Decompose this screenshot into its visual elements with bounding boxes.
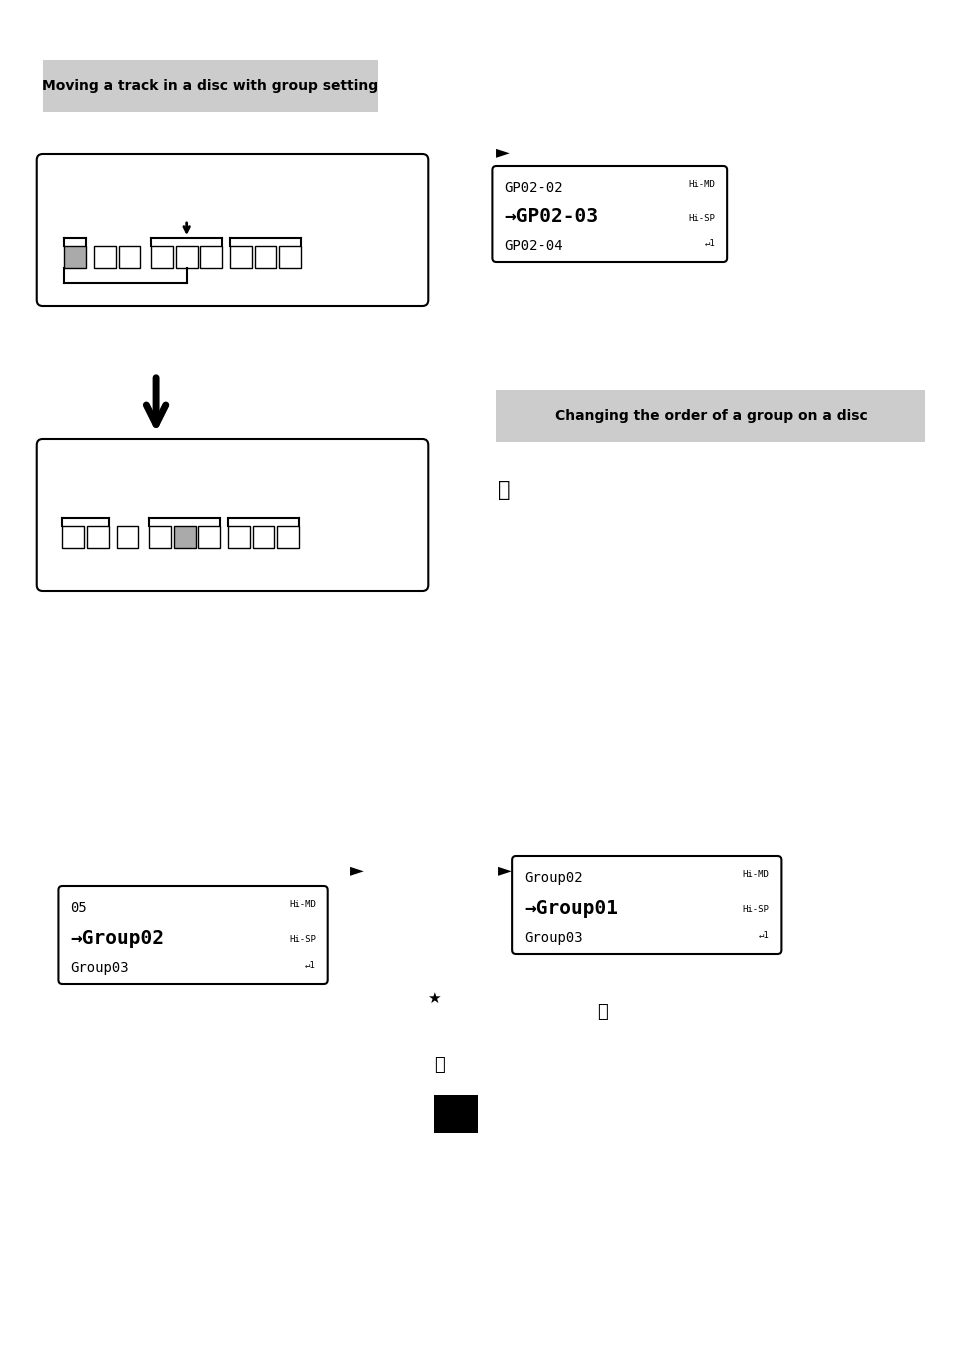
Bar	[151, 246, 172, 267]
Bar	[200, 246, 222, 267]
Text: 📁: 📁	[497, 480, 510, 499]
Text: ►: ►	[350, 860, 364, 879]
Text: 05: 05	[71, 901, 87, 915]
Bar	[253, 527, 274, 548]
Bar	[87, 527, 109, 548]
Text: ★: ★	[427, 991, 440, 1006]
Text: ↵1: ↵1	[758, 931, 769, 940]
Bar	[279, 246, 301, 267]
Text: Group02: Group02	[523, 871, 582, 885]
Bar	[434, 1095, 477, 1133]
FancyBboxPatch shape	[37, 440, 428, 592]
Bar	[254, 246, 276, 267]
Text: Hi-SP: Hi-SP	[741, 905, 769, 913]
Text: ⏮: ⏮	[434, 1056, 444, 1073]
Text: →GP02-03: →GP02-03	[504, 208, 598, 227]
Text: Changing the order of a group on a disc: Changing the order of a group on a disc	[554, 408, 866, 423]
Bar	[64, 246, 86, 267]
Text: GP02-02: GP02-02	[504, 180, 562, 194]
Text: Group03: Group03	[523, 931, 582, 944]
FancyBboxPatch shape	[496, 389, 924, 442]
Bar	[175, 246, 197, 267]
Text: ►: ►	[497, 860, 512, 879]
Text: Hi-MD: Hi-MD	[688, 180, 715, 189]
Bar	[149, 527, 171, 548]
Text: ⏭: ⏭	[597, 1003, 607, 1020]
Bar	[228, 527, 250, 548]
Bar	[173, 527, 195, 548]
Bar	[116, 527, 138, 548]
Text: ↵1: ↵1	[305, 961, 315, 970]
FancyBboxPatch shape	[58, 886, 327, 984]
FancyBboxPatch shape	[492, 166, 726, 262]
Text: GP02-04: GP02-04	[504, 239, 562, 254]
Bar	[118, 246, 140, 267]
FancyBboxPatch shape	[37, 153, 428, 305]
Text: →Group02: →Group02	[71, 928, 164, 947]
Text: Hi-SP: Hi-SP	[289, 935, 315, 943]
Text: Hi-MD: Hi-MD	[741, 870, 769, 879]
Bar	[277, 527, 299, 548]
FancyBboxPatch shape	[512, 856, 781, 954]
Text: Hi-MD: Hi-MD	[289, 900, 315, 909]
FancyBboxPatch shape	[43, 60, 377, 113]
Text: →Group01: →Group01	[523, 898, 618, 917]
Text: Hi-SP: Hi-SP	[688, 213, 715, 223]
Text: Group03: Group03	[71, 961, 129, 974]
Bar	[198, 527, 220, 548]
Bar	[93, 246, 115, 267]
Bar	[230, 246, 252, 267]
Text: ►: ►	[496, 142, 510, 161]
Text: ↵1: ↵1	[704, 239, 715, 248]
Bar	[62, 527, 84, 548]
Text: Moving a track in a disc with group setting: Moving a track in a disc with group sett…	[42, 79, 378, 94]
